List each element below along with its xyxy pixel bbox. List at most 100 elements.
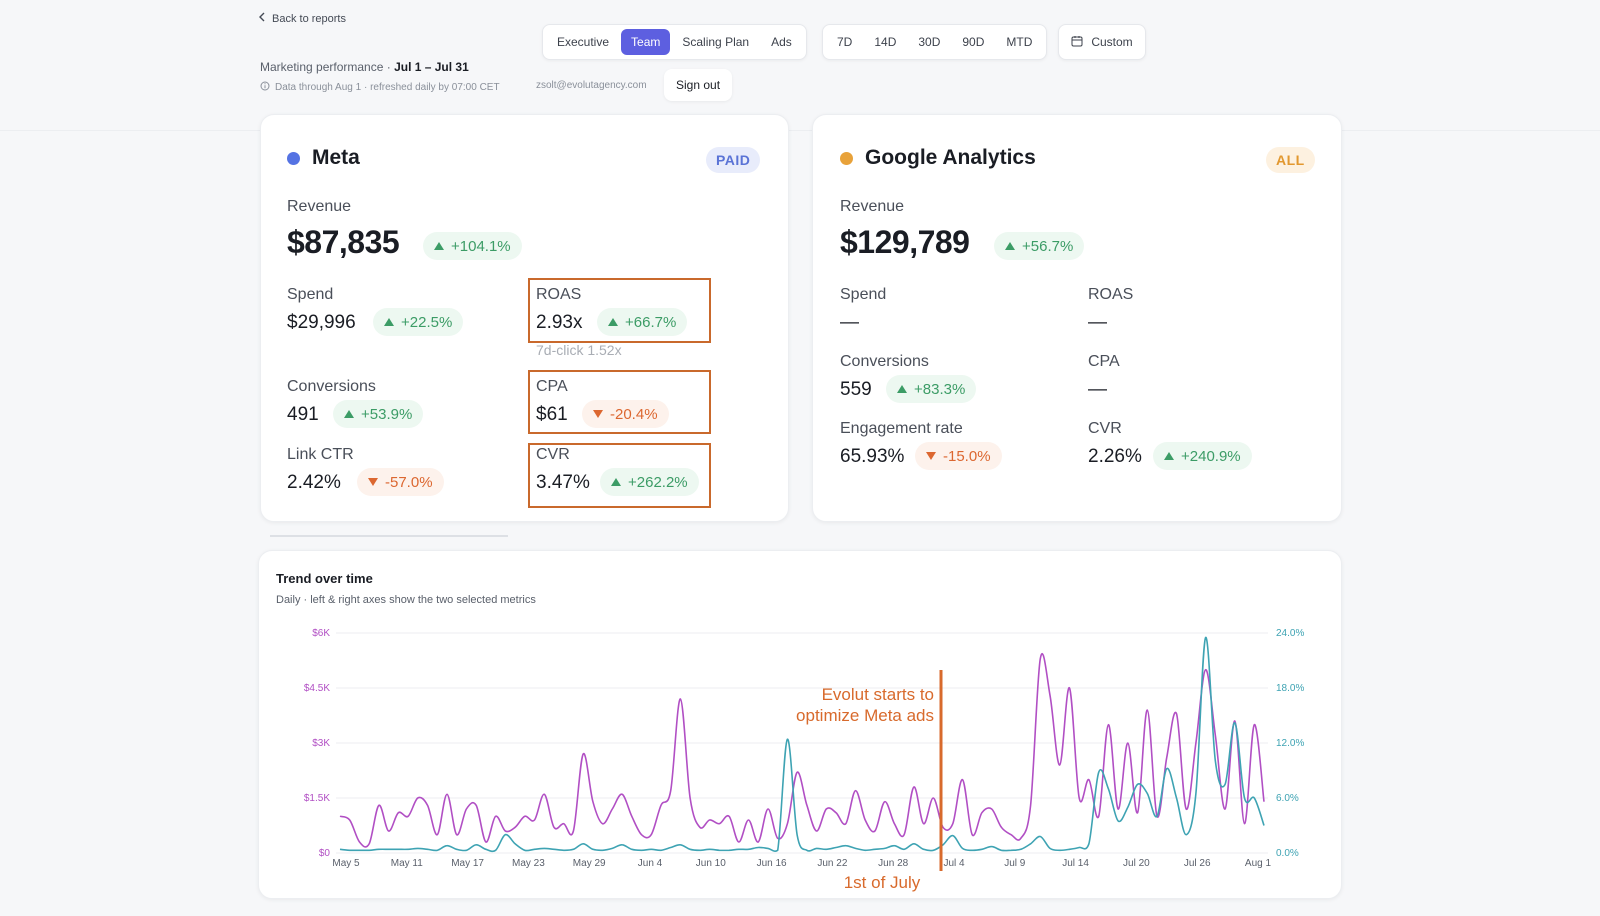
meta-cvr-delta: +262.2% — [600, 468, 699, 496]
left-axis-tick-label: $4.5K — [304, 683, 330, 694]
trend-subtitle: Daily · left & right axes show the two s… — [276, 594, 536, 606]
x-axis-tick-label: Aug 1 — [1245, 858, 1272, 869]
meta-spend-label: Spend — [287, 286, 334, 303]
x-axis-tick-label: May 11 — [391, 858, 423, 869]
x-axis-tick-label: Jun 4 — [638, 858, 663, 869]
range-7d[interactable]: 7D — [837, 35, 853, 49]
ga-engagement-delta: -15.0% — [915, 442, 1002, 470]
range-mtd[interactable]: MTD — [1006, 35, 1033, 49]
right-axis-tick-label: 12.0% — [1276, 738, 1304, 749]
meta-card-title: Meta — [287, 146, 360, 170]
arrow-up-icon — [434, 242, 444, 250]
trend-title: Trend over time — [276, 571, 373, 586]
arrow-up-icon — [897, 385, 907, 393]
back-to-reports-link[interactable]: Back to reports — [258, 12, 346, 25]
trend-card — [258, 550, 1342, 899]
ga-engagement-label: Engagement rate — [840, 420, 963, 437]
arrow-up-icon — [384, 318, 394, 326]
x-axis-tick-label: Jun 28 — [878, 858, 908, 869]
x-axis-tick-label: Jun 22 — [817, 858, 847, 869]
ga-engagement-delta-text: -15.0% — [943, 447, 991, 465]
ga-revenue-delta: +56.7% — [994, 232, 1085, 260]
refresh-text: Data through Aug 1 · refreshed daily by … — [275, 82, 500, 93]
sign-out-button[interactable]: Sign out — [664, 69, 733, 101]
cvr-highlight-box — [528, 443, 711, 508]
arrow-down-icon — [368, 478, 378, 486]
meta-ctr-delta-text: -57.0% — [385, 473, 433, 491]
ga-cvr-value: 2.26% — [1088, 446, 1142, 467]
subtitle-prefix: Marketing performance · — [260, 60, 395, 74]
right-axis-tick-label: 6.0% — [1276, 793, 1299, 804]
info-icon — [260, 81, 270, 94]
left-axis-tick-label: $1.5K — [304, 793, 330, 804]
left-axis-tick-label: $0 — [319, 848, 331, 859]
annotation-line-1: Evolut starts to — [821, 685, 934, 704]
range-14d[interactable]: 14D — [874, 35, 897, 49]
meta-revenue-value: $87,835 — [287, 224, 400, 260]
custom-label: Custom — [1091, 35, 1133, 49]
meta-cvr-delta-text: +262.2% — [628, 473, 688, 491]
x-axis-tick-label: Jul 26 — [1184, 858, 1211, 869]
ga-conversions-delta-text: +83.3% — [914, 380, 966, 398]
meta-dot-icon — [287, 151, 300, 165]
meta-revenue-delta: +104.1% — [423, 232, 522, 260]
meta-roas-label: ROAS — [536, 286, 582, 303]
ga-cvr-delta-text: +240.9% — [1181, 447, 1241, 465]
ga-cpa-label: CPA — [1088, 353, 1120, 370]
arrow-down-icon — [593, 410, 603, 418]
right-axis-tick-label: 18.0% — [1276, 683, 1304, 694]
x-axis-tick-label: Jul 4 — [943, 858, 965, 869]
meta-cvr-label: CVR — [536, 446, 570, 463]
arrow-up-icon — [611, 478, 621, 486]
ga-conversions-value: 559 — [840, 379, 872, 400]
x-axis-tick-label: Jun 16 — [757, 858, 787, 869]
meta-cpa-value: $61 — [536, 404, 568, 425]
calendar-icon — [1071, 35, 1083, 50]
meta-spend-delta: +22.5% — [373, 308, 464, 336]
ga-title: Google Analytics — [865, 146, 1036, 169]
meta-roas-note: 7d-click 1.52x — [536, 342, 622, 358]
x-axis-tick-label: May 23 — [512, 858, 545, 869]
meta-roas-value: 2.93x — [536, 312, 583, 333]
trend-chart[interactable]: $0 0.0% $1.5K 6.0% $3K 12.0% $4.5K 18.0% $6K 24.0… — [260, 615, 1320, 895]
x-axis-tick-label: May 5 — [332, 858, 360, 869]
carousel-indicator[interactable] — [270, 535, 508, 537]
meta-card — [260, 114, 789, 522]
meta-conversions-delta: +53.9% — [333, 400, 424, 428]
meta-roas-delta-text: +66.7% — [625, 313, 677, 331]
tab-ads[interactable]: Ads — [771, 35, 792, 49]
x-axis-tick-label: Jun 10 — [696, 858, 726, 869]
custom-range-button[interactable]: Custom — [1058, 24, 1146, 60]
meta-roas-delta: +66.7% — [597, 308, 688, 336]
annotation-line-2: optimize Meta ads — [796, 706, 934, 725]
meta-cvr-value: 3.47% — [536, 472, 590, 493]
ga-conversions-label: Conversions — [840, 353, 929, 370]
roas-highlight-box — [528, 278, 711, 343]
meta-revenue-label: Revenue — [287, 198, 352, 215]
ga-all-badge: ALL — [1266, 147, 1315, 173]
back-label: Back to reports — [272, 12, 346, 25]
ga-roas-label: ROAS — [1088, 286, 1134, 303]
meta-conversions-label: Conversions — [287, 378, 376, 395]
meta-cpa-label: CPA — [536, 378, 568, 395]
meta-cpa-delta-text: -20.4% — [610, 405, 658, 423]
x-axis-tick-label: Jul 14 — [1062, 858, 1089, 869]
range-30d[interactable]: 30D — [918, 35, 941, 49]
ga-engagement-value: 65.93% — [840, 446, 905, 467]
tab-team[interactable]: Team — [621, 29, 671, 55]
arrow-up-icon — [1164, 452, 1174, 460]
annotation-first-of-july: 1st of July — [843, 873, 921, 892]
arrow-up-icon — [1005, 242, 1015, 250]
report-subtitle: Marketing performance · Jul 1 – Jul 31 — [260, 60, 469, 74]
range-90d[interactable]: 90D — [962, 35, 985, 49]
tab-scaling-plan[interactable]: Scaling Plan — [682, 35, 750, 49]
ga-dot-icon — [840, 151, 853, 165]
left-axis-tick-label: $6K — [312, 628, 330, 639]
tab-executive[interactable]: Executive — [557, 35, 610, 49]
right-axis-tick-label: 0.0% — [1276, 848, 1299, 859]
x-axis-tick-label: Jul 20 — [1123, 858, 1150, 869]
meta-cpa-delta: -20.4% — [582, 400, 669, 428]
meta-title: Meta — [312, 146, 360, 169]
ga-cvr-label: CVR — [1088, 420, 1122, 437]
arrow-up-icon — [344, 410, 354, 418]
